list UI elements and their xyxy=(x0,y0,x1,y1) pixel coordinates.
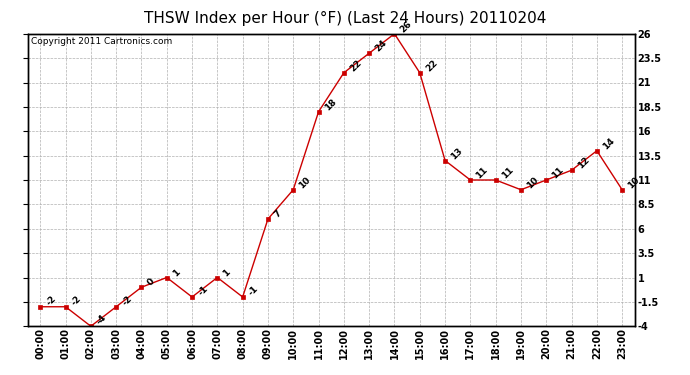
Text: -4: -4 xyxy=(95,314,108,327)
Text: 0: 0 xyxy=(146,277,157,288)
Text: 22: 22 xyxy=(348,58,363,74)
Text: 1: 1 xyxy=(171,267,181,278)
Text: THSW Index per Hour (°F) (Last 24 Hours) 20110204: THSW Index per Hour (°F) (Last 24 Hours)… xyxy=(144,11,546,26)
Text: 12: 12 xyxy=(575,156,591,171)
Text: -1: -1 xyxy=(247,284,260,298)
Text: 7: 7 xyxy=(272,209,283,220)
Text: -2: -2 xyxy=(70,294,83,307)
Text: 14: 14 xyxy=(601,136,616,152)
Text: 26: 26 xyxy=(399,19,414,34)
Text: 11: 11 xyxy=(475,165,490,181)
Text: -1: -1 xyxy=(196,284,210,298)
Text: -2: -2 xyxy=(44,294,58,307)
Text: 10: 10 xyxy=(525,175,540,190)
Text: 10: 10 xyxy=(297,175,313,190)
Text: 11: 11 xyxy=(551,165,566,181)
Text: -2: -2 xyxy=(120,294,134,307)
Text: 1: 1 xyxy=(221,267,233,278)
Text: 24: 24 xyxy=(373,39,388,54)
Text: 10: 10 xyxy=(627,175,642,190)
Text: 22: 22 xyxy=(424,58,439,74)
Text: Copyright 2011 Cartronics.com: Copyright 2011 Cartronics.com xyxy=(30,37,172,46)
Text: 13: 13 xyxy=(449,146,464,161)
Text: 18: 18 xyxy=(323,97,338,112)
Text: 11: 11 xyxy=(500,165,515,181)
